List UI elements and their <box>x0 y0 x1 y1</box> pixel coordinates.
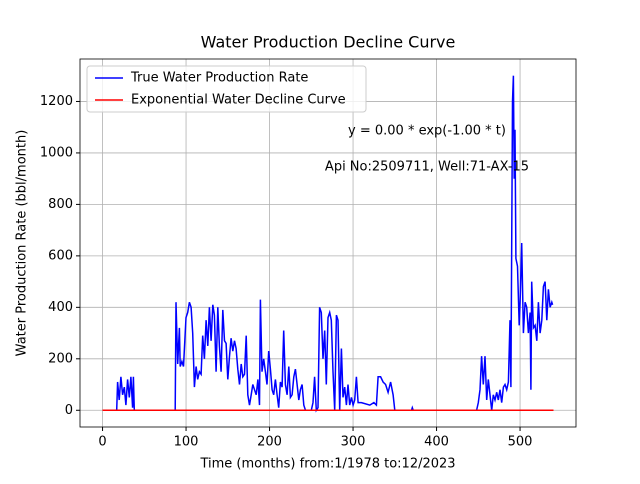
annotation: Api No:2509711, Well:71-AX-15 <box>325 160 529 175</box>
x-tick-label: 400 <box>424 435 449 450</box>
y-tick-label: 600 <box>48 248 73 263</box>
plot-frame <box>79 58 577 428</box>
x-axis-label: Time (months) from:1/1978 to:12/2023 <box>199 457 455 472</box>
x-tick-label: 500 <box>508 435 533 450</box>
annotation: y = 0.00 * exp(-1.00 * t) <box>348 124 506 139</box>
x-tick-label: 200 <box>257 435 282 450</box>
x-tick-label: 0 <box>98 435 106 450</box>
y-tick-label: 1000 <box>40 145 73 160</box>
chart-title: Water Production Decline Curve <box>201 33 456 52</box>
legend-box <box>86 65 367 113</box>
x-tick-label: 300 <box>341 435 366 450</box>
y-tick-label: 800 <box>48 197 73 212</box>
x-tick-label: 100 <box>174 435 199 450</box>
legend-label: True Water Production Rate <box>130 71 308 86</box>
y-tick-label: 200 <box>48 351 73 366</box>
y-tick-label: 400 <box>48 300 73 315</box>
y-tick-label: 1200 <box>40 94 73 109</box>
legend-label: Exponential Water Decline Curve <box>131 93 346 108</box>
y-tick-label: 0 <box>65 403 73 418</box>
y-axis-label: Water Production Rate (bbl/month) <box>15 130 30 357</box>
